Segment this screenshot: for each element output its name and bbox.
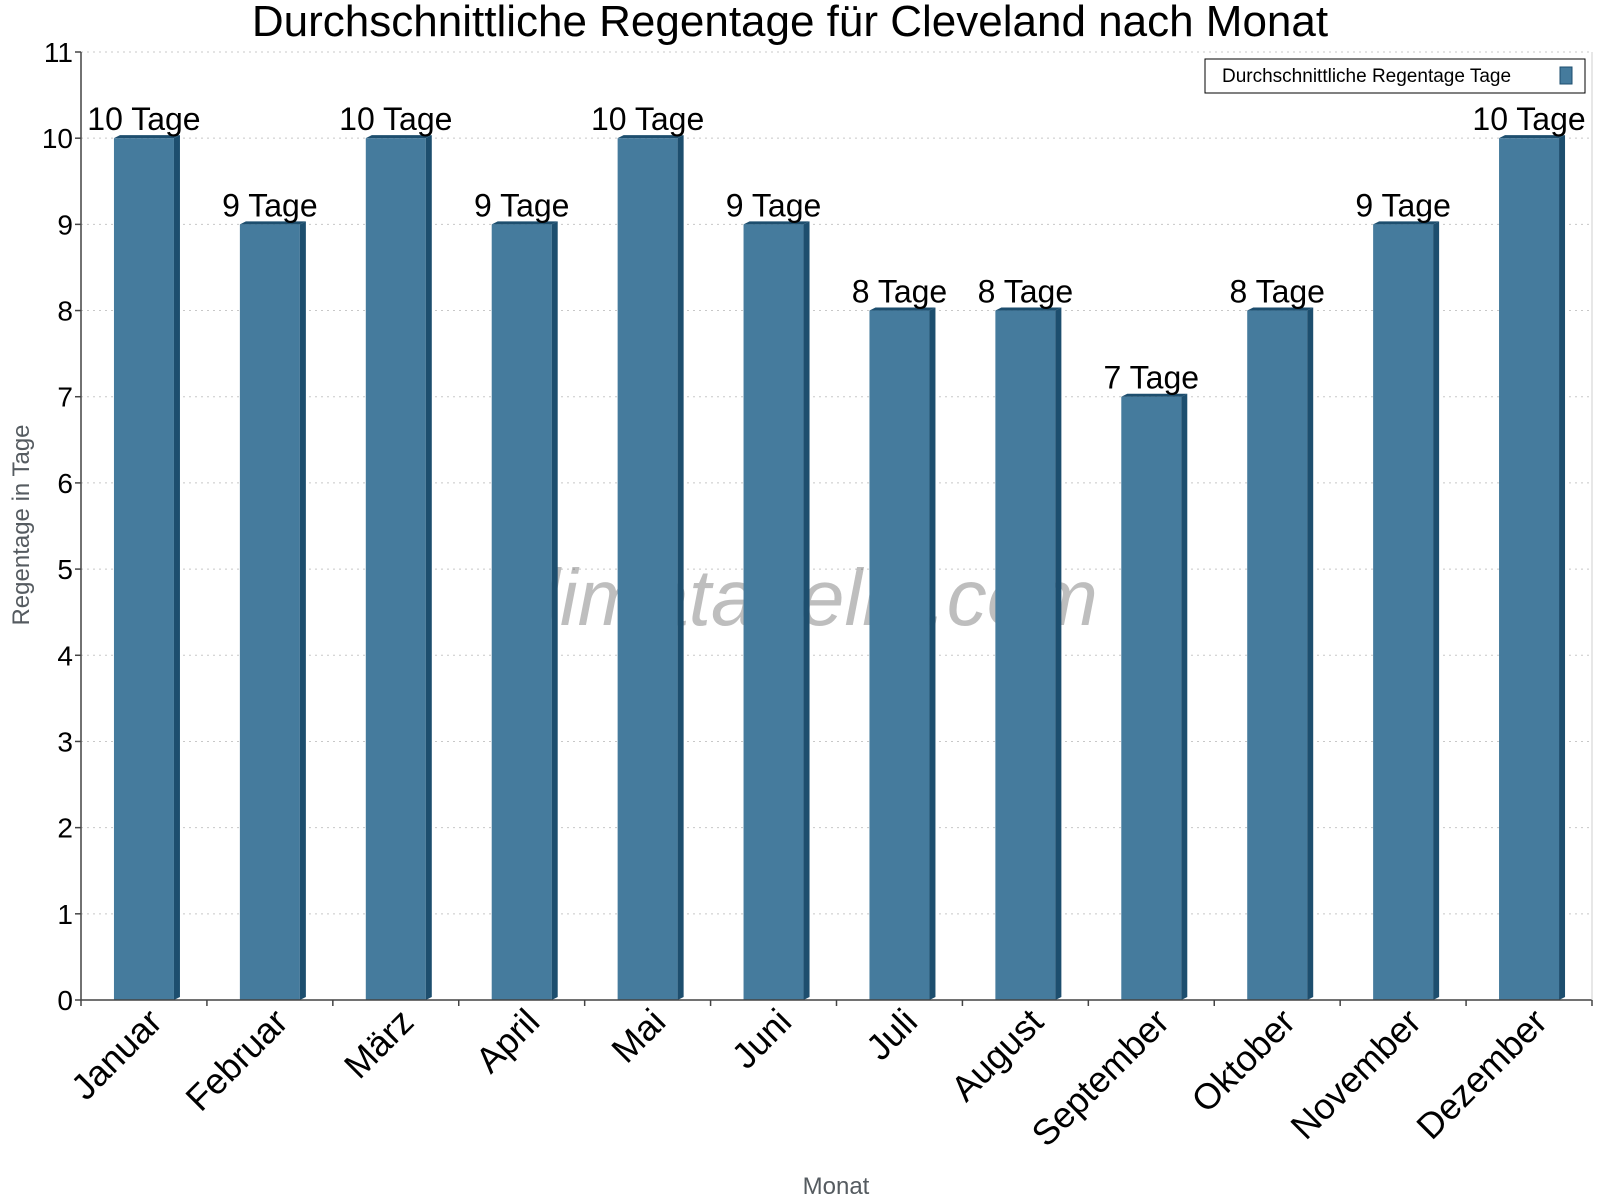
bar <box>995 310 1056 1001</box>
x-tick-label: April <box>467 1001 547 1081</box>
bar <box>743 224 804 1000</box>
bar <box>1247 310 1308 1001</box>
y-tick-label: 11 <box>44 37 73 68</box>
x-tick-label: November <box>1282 1001 1428 1147</box>
data-labels: 10 Tage 9 Tage 10 Tage 9 Tage 10 Tage 9 Tage 8… <box>87 101 1585 396</box>
bar-side <box>299 221 306 1000</box>
legend-label: Durchschnittliche Regentage Tage <box>1222 66 1511 87</box>
bar-side <box>1181 393 1188 1000</box>
x-tick-label: September <box>1023 1001 1177 1155</box>
bar <box>239 224 300 1000</box>
y-tick-label: 8 <box>57 296 73 327</box>
bar-side <box>1559 135 1566 1000</box>
bar <box>1373 224 1434 1000</box>
legend: Durchschnittliche Regentage Tage <box>1204 58 1586 94</box>
x-tick-label: Oktober <box>1183 1001 1303 1121</box>
x-tick-label: Mai <box>603 1001 673 1071</box>
x-tick-label: März <box>336 1001 422 1087</box>
bar-side <box>677 135 684 1000</box>
data-label: 8 Tage <box>978 274 1074 310</box>
bar-top <box>743 221 810 225</box>
y-tick-label: 3 <box>57 726 73 757</box>
bar-top <box>365 135 432 139</box>
bar-top <box>1247 307 1314 311</box>
bars <box>113 135 1566 1001</box>
bar-side <box>551 221 558 1000</box>
data-label: 9 Tage <box>222 187 318 223</box>
y-tick-label: 10 <box>42 123 73 154</box>
y-tick-label: 4 <box>57 640 73 671</box>
data-label: 9 Tage <box>474 187 570 223</box>
bar-side <box>1433 221 1440 1000</box>
legend-swatch <box>1559 66 1573 85</box>
x-tick-label: Juni <box>724 1001 800 1077</box>
chart-title: Durchschnittliche Regentage für Clevelan… <box>252 0 1328 46</box>
bar <box>113 138 174 1000</box>
bar-top <box>1121 393 1188 397</box>
data-label: 10 Tage <box>87 101 200 137</box>
bar-top <box>995 307 1062 311</box>
data-label: 8 Tage <box>852 274 948 310</box>
x-tick-label: August <box>943 1001 1051 1109</box>
y-tick-label: 2 <box>57 813 73 844</box>
y-tick-label: 1 <box>57 899 73 930</box>
x-axis-label: Monat <box>803 1173 870 1200</box>
x-tick-label: Januar <box>63 1001 170 1108</box>
bar <box>365 138 426 1000</box>
data-label: 10 Tage <box>339 101 452 137</box>
bar-side <box>173 135 180 1000</box>
bar <box>869 310 930 1001</box>
grid-lines <box>81 51 1592 915</box>
x-tick-label: Februar <box>177 1001 295 1119</box>
bar-top <box>1373 221 1440 225</box>
bar-top <box>491 221 558 225</box>
bar <box>1499 138 1560 1000</box>
bar-top <box>1499 135 1566 139</box>
y-tick-label: 0 <box>57 985 73 1016</box>
bar-side <box>929 307 936 1001</box>
bar-side <box>803 221 810 1000</box>
y-tick-label: 6 <box>57 468 73 499</box>
data-label: 9 Tage <box>1355 187 1451 223</box>
y-tick-label: 5 <box>57 554 73 585</box>
bar <box>491 224 552 1000</box>
data-label: 7 Tage <box>1104 360 1200 396</box>
x-tick-labels: Januar Februar März April Mai Juni Juli AugustS… <box>63 1001 1555 1155</box>
bar-top <box>113 135 180 139</box>
y-tick-label: 9 <box>57 209 73 240</box>
bar-side <box>1307 307 1314 1001</box>
bar-side <box>1055 307 1062 1001</box>
bar-top <box>617 135 684 139</box>
y-axis-label: Regentage in Tage <box>8 424 35 625</box>
bar-side <box>425 135 432 1000</box>
y-tick-labels: 0 1 2 3 4 5 6 7 8 9 10 11 <box>42 37 73 1016</box>
axes <box>75 51 1593 1006</box>
data-label: 8 Tage <box>1229 274 1325 310</box>
y-tick-label: 7 <box>57 382 73 413</box>
x-tick-label: Juli <box>858 1001 925 1068</box>
legend-box <box>1204 58 1586 94</box>
data-label: 10 Tage <box>591 101 704 137</box>
data-label: 9 Tage <box>726 187 822 223</box>
bar-top <box>239 221 306 225</box>
x-tick-label: Dezember <box>1408 1001 1554 1147</box>
bar <box>1121 396 1182 1000</box>
bar-top <box>869 307 936 311</box>
bar <box>617 138 678 1000</box>
data-label: 10 Tage <box>1472 101 1585 137</box>
